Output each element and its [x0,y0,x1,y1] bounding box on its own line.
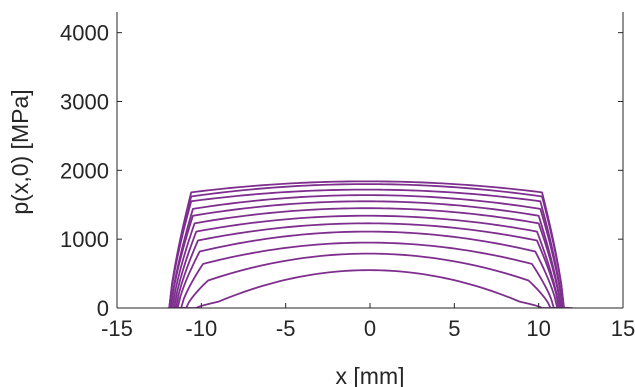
y-tick-label: 0 [97,296,109,321]
series-line-1 [167,269,573,308]
series-line-11 [168,183,565,308]
x-tick-label: 5 [448,316,460,341]
series-line-2 [169,252,570,308]
axes: -15 -10 -5 0 5 10 15 0 1000 2000 3000 4000 [60,12,635,341]
x-tick-label: 0 [364,316,376,341]
x-tick-label: -10 [185,316,217,341]
y-axis-title: p(x,0) [MPa] [7,89,33,214]
series-line-10 [168,188,564,308]
y-tick-label: 3000 [60,89,109,114]
x-tick-label: -5 [276,316,296,341]
series-line-3 [172,241,566,308]
series-line-12 [168,180,565,308]
series-line-6 [173,214,561,308]
series-line-9 [170,194,564,308]
x-tick-label: 10 [526,316,550,341]
series-line-8 [170,200,562,308]
series-line-4 [174,230,564,308]
series-line-5 [175,222,563,308]
x-tick-label: -15 [101,316,133,341]
y-tick-label: 4000 [60,21,109,46]
plot-area [167,180,573,308]
x-tick-label: 15 [611,316,635,341]
y-tick-label: 1000 [60,227,109,252]
series-line-7 [171,207,562,308]
y-tick-label: 2000 [60,158,109,183]
x-axis-title: x [mm] [336,363,405,387]
